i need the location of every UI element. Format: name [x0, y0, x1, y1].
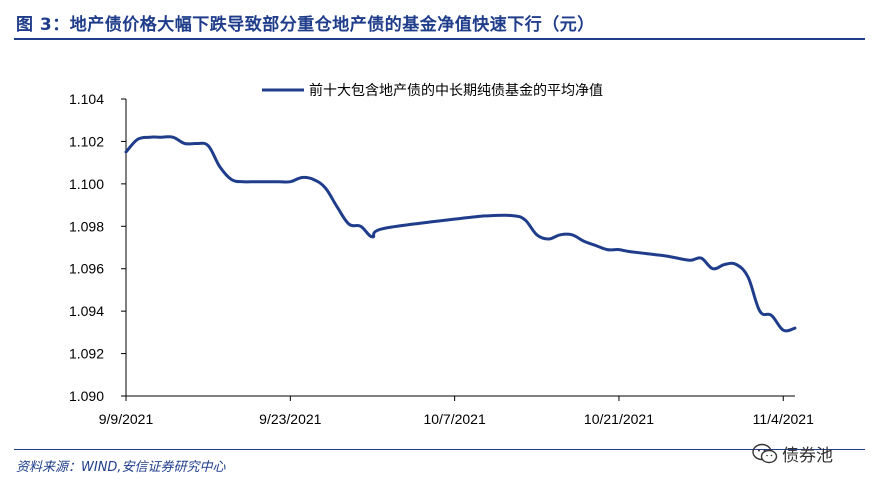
y-tick-label: 1.092 [69, 346, 104, 362]
source-note: 资料来源：WIND,安信证券研究中心 [16, 460, 226, 475]
x-tick-label: 9/9/2021 [99, 411, 154, 427]
chart-ticks: 1.090 1.092 1.094 1.096 1.098 1.100 1.102 1.104… [69, 91, 814, 427]
watermark-text: 债券池 [782, 446, 833, 466]
chart-series [124, 135, 797, 333]
chart-axes [125, 99, 795, 397]
wechat-watermark: 债券池 [752, 441, 833, 466]
y-tick-label: 1.100 [69, 176, 104, 192]
x-tick-label: 9/23/2021 [259, 411, 321, 427]
y-tick-label: 1.090 [69, 388, 104, 404]
x-tick-label: 11/4/2021 [753, 411, 814, 427]
source-rule [14, 449, 865, 450]
x-tick-label: 10/21/2021 [584, 411, 654, 427]
legend-label: 前十大包含地产债的中长期纯债基金的平均净值 [309, 82, 603, 99]
series-line-0 [124, 135, 797, 333]
figure-title: 图 3：地产债价格大幅下跌导致部分重仓地产债的基金净值快速下行（元） [16, 15, 595, 35]
y-tick-label: 1.094 [69, 303, 104, 319]
wechat-icon [752, 443, 778, 463]
y-tick-label: 1.098 [69, 218, 104, 234]
y-tick-label: 1.102 [69, 133, 104, 149]
y-tick-label: 1.104 [69, 91, 104, 107]
x-tick-label: 10/7/2021 [423, 411, 485, 427]
y-tick-label: 1.096 [69, 261, 104, 277]
title-rule [14, 38, 865, 40]
chart-legend: 前十大包含地产债的中长期纯债基金的平均净值 [262, 82, 603, 99]
